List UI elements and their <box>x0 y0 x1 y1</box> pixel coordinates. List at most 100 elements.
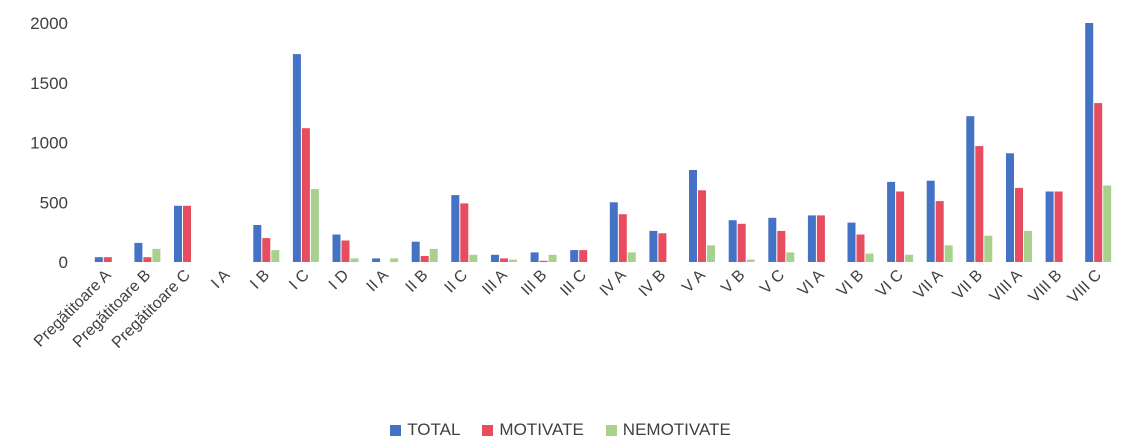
x-category-label: II B <box>403 267 432 296</box>
bar-nemotivate-10 <box>469 254 478 262</box>
legend-item-total: TOTAL <box>390 418 460 442</box>
x-category-label: V B <box>718 267 748 297</box>
bar-total-20 <box>847 222 856 262</box>
bar-total-12 <box>530 252 539 262</box>
bar-motivate-10 <box>460 203 469 262</box>
x-category-label: IV A <box>597 267 630 300</box>
x-category-label: I C <box>286 267 312 293</box>
x-category-label: III A <box>479 267 511 299</box>
bar-total-1 <box>94 257 103 262</box>
bar-motivate-20 <box>856 234 865 262</box>
x-category-label: VII B <box>950 267 987 304</box>
bar-total-10 <box>451 195 460 262</box>
bar-total-9 <box>411 241 420 262</box>
legend-label-motivate: MOTIVATE <box>499 420 584 439</box>
bar-motivate-25 <box>1054 191 1063 262</box>
x-category-label: III B <box>518 267 550 299</box>
legend: TOTAL MOTIVATE NEMOTIVATE <box>0 418 1121 442</box>
bar-total-23 <box>966 116 975 262</box>
bar-motivate-21 <box>896 191 905 262</box>
bar-total-2 <box>134 242 143 262</box>
bar-nemotivate-2 <box>152 248 161 262</box>
y-tick-label: 1500 <box>30 74 68 93</box>
bar-motivate-24 <box>1015 187 1023 262</box>
bar-nemotivate-18 <box>786 252 795 262</box>
bar-motivate-19 <box>816 215 825 262</box>
y-tick-label: 500 <box>40 193 68 212</box>
bar-total-22 <box>926 180 935 262</box>
bar-nemotivate-23 <box>984 235 993 262</box>
bar-nemotivate-6 <box>310 189 319 262</box>
x-category-label: V A <box>679 267 709 297</box>
bar-motivate-18 <box>777 230 786 262</box>
bar-nemotivate-20 <box>865 253 874 262</box>
bar-nemotivate-11 <box>509 259 517 262</box>
bar-motivate-13 <box>579 250 588 262</box>
bar-total-16 <box>689 170 697 262</box>
bar-nemotivate-16 <box>707 245 715 262</box>
y-tick-label: 2000 <box>30 14 68 33</box>
legend-item-nemotivate: NEMOTIVATE <box>605 418 731 442</box>
bar-total-15 <box>649 230 658 262</box>
bar-total-26 <box>1085 23 1094 262</box>
x-category-label: VI B <box>834 267 867 300</box>
bar-nemotivate-12 <box>548 254 557 262</box>
bar-total-25 <box>1045 191 1054 262</box>
y-axis: 0 500 1000 1500 2000 <box>30 14 68 272</box>
bar-motivate-26 <box>1094 103 1103 262</box>
x-category-label: VI A <box>795 267 828 300</box>
bar-motivate-12 <box>539 260 548 262</box>
y-tick-label: 0 <box>59 253 68 272</box>
x-category-label: IV B <box>636 267 669 300</box>
legend-swatch-motivate <box>482 424 494 436</box>
x-category-label: I A <box>208 267 233 292</box>
legend-label-nemotivate: NEMOTIVATE <box>622 420 731 439</box>
bar-nemotivate-9 <box>429 248 438 262</box>
x-category-label: II C <box>442 267 472 297</box>
bar-motivate-7 <box>341 240 350 262</box>
bar-motivate-16 <box>698 190 706 262</box>
bar-total-18 <box>768 217 777 262</box>
bar-motivate-22 <box>935 201 944 262</box>
x-category-label: III C <box>557 267 590 300</box>
bar-total-7 <box>332 234 341 262</box>
bar-total-24 <box>1006 153 1014 262</box>
bar-nemotivate-21 <box>905 254 914 262</box>
x-category-label: V C <box>757 267 788 298</box>
bar-nemotivate-7 <box>350 258 359 262</box>
bar-motivate-17 <box>737 223 746 262</box>
bar-total-13 <box>570 250 579 262</box>
bar-total-14 <box>609 202 618 263</box>
x-category-label: VIII B <box>1026 267 1066 307</box>
bar-total-6 <box>292 54 301 262</box>
bar-motivate-15 <box>658 233 667 262</box>
bar-nemotivate-24 <box>1024 230 1032 262</box>
bar-motivate-23 <box>975 146 984 262</box>
x-category-label: I B <box>247 267 273 293</box>
bar-motivate-11 <box>500 258 508 262</box>
legend-label-total: TOTAL <box>407 420 461 439</box>
bar-total-5 <box>253 225 262 262</box>
legend-item-motivate: MOTIVATE <box>482 418 584 442</box>
bars <box>94 23 1112 263</box>
bar-motivate-5 <box>262 238 271 262</box>
x-category-label: VIII C <box>1065 267 1105 307</box>
bar-motivate-9 <box>420 256 429 262</box>
bar-total-8 <box>372 258 381 262</box>
x-category-label: II A <box>364 267 393 296</box>
bar-nemotivate-5 <box>271 250 280 262</box>
bar-motivate-3 <box>183 205 191 262</box>
bar-motivate-6 <box>301 128 310 262</box>
y-tick-label: 1000 <box>30 134 68 153</box>
x-category-label: VII A <box>911 267 947 303</box>
bar-total-21 <box>887 181 896 262</box>
bar-motivate-2 <box>143 257 152 262</box>
bar-total-19 <box>807 215 816 262</box>
bar-motivate-1 <box>103 257 112 262</box>
bar-nemotivate-14 <box>627 252 636 262</box>
legend-swatch-total <box>390 424 402 436</box>
bar-motivate-14 <box>618 214 627 262</box>
x-category-label: VI C <box>873 267 907 301</box>
bar-total-3 <box>174 205 182 262</box>
